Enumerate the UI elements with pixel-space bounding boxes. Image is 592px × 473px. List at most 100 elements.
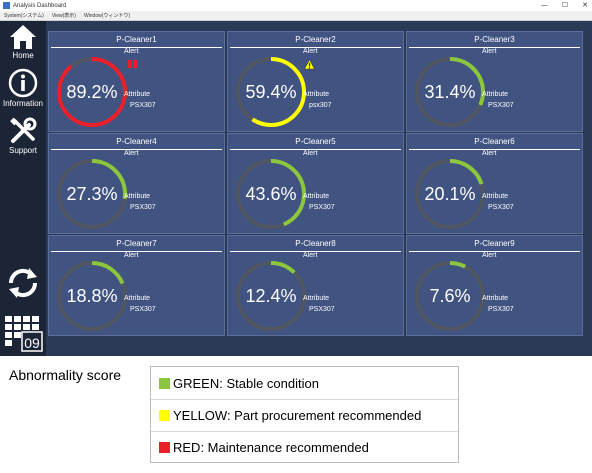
attribute-label: Attribute: [303, 295, 330, 302]
close-button[interactable]: ✕: [582, 1, 588, 9]
tile-divider: [230, 251, 401, 252]
legend-label: RED: Maintenance recommended: [173, 440, 369, 455]
attribute-value: psx307: [309, 102, 332, 109]
attribute-label: Attribute: [303, 91, 330, 98]
gauge-tile[interactable]: P-Cleaner9 7.6% Alert Attribute PSX307: [406, 235, 583, 336]
tile-divider: [409, 251, 580, 252]
tile-divider: [409, 149, 580, 150]
gauge-tile[interactable]: P-Cleaner5 43.6% Alert Attribute PSX307: [227, 133, 404, 234]
sidebar-item-support[interactable]: Support: [2, 117, 44, 155]
attribute-value: PSX307: [309, 204, 335, 211]
attribute-label: Attribute: [482, 193, 509, 200]
attribute-label: Attribute: [124, 91, 151, 98]
gauge-ring: [57, 159, 127, 229]
dashboard-window: Analysis Dashboard — ☐ ✕ System(システム) Vi…: [0, 0, 592, 356]
sidebar-item-label: Information: [2, 99, 44, 108]
gauge-value: 12.4%: [245, 285, 297, 306]
alert-label: Alert: [482, 150, 497, 157]
attribute-value: PSX307: [309, 306, 335, 313]
legend-swatch: [159, 442, 170, 453]
gauge-tile[interactable]: P-Cleaner6 20.1% Alert Attribute PSX307: [406, 133, 583, 234]
gauge-tile[interactable]: P-Cleaner7 18.8% Alert Attribute PSX307: [48, 235, 225, 336]
title-bar: Analysis Dashboard — ☐ ✕: [0, 0, 592, 11]
gauge-arc: [57, 159, 127, 229]
gauge-tile[interactable]: P-Cleaner4 27.3% Alert Attribute PSX307: [48, 133, 225, 234]
gauge-value: 7.6%: [429, 285, 471, 306]
gauge-value: 89.2%: [66, 81, 118, 102]
tile-title: P-Cleaner9: [474, 239, 515, 248]
alert-label: Alert: [482, 48, 497, 55]
sidebar-item-home[interactable]: Home: [2, 24, 44, 60]
warning-icon: [304, 59, 315, 70]
legend-label: GREEN: Stable condition: [173, 375, 319, 391]
gauge-value: 20.1%: [424, 183, 476, 204]
gauge-arc: [57, 261, 127, 331]
gauge-tile[interactable]: P-Cleaner2 59.4% Alert Attribute psx307: [227, 31, 404, 132]
alert-label: Alert: [303, 252, 318, 259]
sidebar-item-refresh[interactable]: [2, 265, 44, 301]
tile-divider: [230, 47, 401, 48]
gauge-value: 43.6%: [245, 183, 297, 204]
gauge-arc: [57, 57, 127, 127]
tile-title: P-Cleaner1: [116, 35, 157, 44]
gauge-tile[interactable]: P-Cleaner1 89.2% Alert Attribute PSX307: [48, 31, 225, 132]
maximize-button[interactable]: ☐: [561, 1, 569, 9]
gauge-value: 59.4%: [245, 81, 297, 102]
gauge-arc: [236, 159, 306, 229]
gauge-ring: [415, 261, 485, 331]
sidebar-item-label: Home: [12, 51, 34, 60]
gauge-tile[interactable]: P-Cleaner8 12.4% Alert Attribute PSX307: [227, 235, 404, 336]
app-icon: [3, 2, 10, 9]
minimize-button[interactable]: —: [540, 1, 548, 9]
error-icon: [127, 59, 138, 69]
tile-title: P-Cleaner7: [116, 239, 157, 248]
alert-label: Alert: [482, 252, 497, 259]
gauge-ring: [415, 57, 485, 127]
legend-swatch: [159, 410, 170, 421]
attribute-label: Attribute: [124, 295, 151, 302]
gauge-value: 27.3%: [66, 183, 118, 204]
sidebar: Home Information Support: [0, 21, 46, 356]
attribute-value: PSX307: [130, 102, 156, 109]
calendar-day-text: 09: [24, 335, 40, 351]
window-controls: — ☐ ✕: [541, 0, 588, 11]
menu-view[interactable]: View(表示): [51, 13, 76, 19]
alert-label: Alert: [124, 252, 139, 259]
sidebar-item-information[interactable]: Information: [2, 68, 44, 108]
alert-label: Alert: [124, 150, 139, 157]
home-icon: [10, 25, 36, 49]
gauge-grid: P-Cleaner1 89.2% Alert Attribute PSX307 P-Cle…: [46, 21, 592, 356]
tile-title: P-Cleaner6: [474, 137, 515, 146]
menu-window[interactable]: Window(ウィンドウ): [83, 13, 131, 19]
legend-swatch: [159, 377, 170, 389]
attribute-value: PSX307: [130, 306, 156, 313]
alert-label: Alert: [303, 48, 318, 55]
gauge-arc: [415, 159, 485, 229]
menu-bar: System(システム) View(表示) Window(ウィンドウ): [0, 11, 592, 21]
gauge-value: 31.4%: [424, 81, 476, 102]
info-icon: [8, 68, 38, 98]
menu-system[interactable]: System(システム): [4, 13, 44, 19]
alert-label: Alert: [303, 150, 318, 157]
gauge-arc: [415, 261, 485, 331]
gauge-ring: [236, 261, 306, 331]
tile-divider: [51, 251, 222, 252]
sidebar-item-calendar[interactable]: 09: [2, 314, 44, 352]
tile-divider: [409, 47, 580, 48]
tile-title: P-Cleaner8: [295, 239, 336, 248]
gauge-tile[interactable]: P-Cleaner3 31.4% Alert Attribute PSX307: [406, 31, 583, 132]
window-title: Analysis Dashboard: [13, 2, 67, 9]
attribute-value: PSX307: [488, 102, 514, 109]
gauge-ring: [57, 261, 127, 331]
attribute-label: Attribute: [482, 91, 509, 98]
gauge-value: 18.8%: [66, 285, 118, 306]
legend-item-yellow: YELLOW: Part procurement recommended: [151, 399, 458, 431]
tile-title: P-Cleaner4: [116, 137, 157, 146]
gauge-ring: [236, 159, 306, 229]
support-tools-icon: [10, 117, 37, 143]
legend-item-red: RED: Maintenance recommended: [151, 431, 458, 463]
legend-box: GREEN: Stable condition YELLOW: Part pro…: [150, 366, 459, 463]
tile-title: P-Cleaner3: [474, 35, 515, 44]
gauge-arc: [415, 57, 485, 127]
calendar-icon: 09: [5, 316, 43, 352]
